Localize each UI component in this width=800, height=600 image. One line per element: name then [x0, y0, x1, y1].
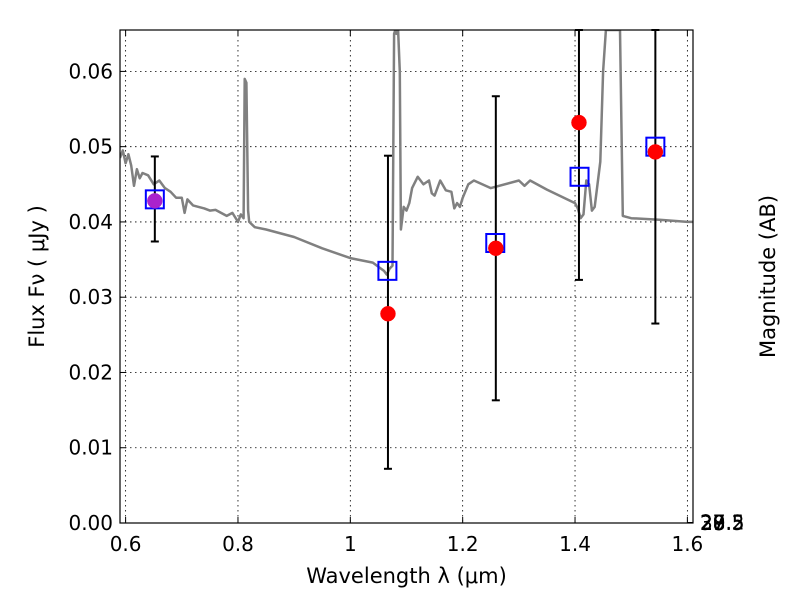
model-photometry-square: [377, 260, 398, 281]
right-tick-label: 28: [700, 511, 725, 535]
x-tick-label: 1.4: [559, 532, 591, 556]
spectrum-line: [120, 30, 693, 276]
x-tick-label: 1.2: [447, 532, 479, 556]
y-tick-label: 0.00: [68, 511, 113, 535]
y-axis-ticks: 0.00 0.01 0.02 0.03 0.04 0.05 0.06: [68, 59, 126, 535]
error-bars: [150, 29, 660, 470]
right-tick-label: 27.2: [700, 511, 745, 535]
y-axis-label: Flux Fν ( μJy ): [25, 205, 49, 348]
right-axis-label: Magnitude (AB): [756, 195, 780, 358]
y-tick-label: 0.04: [68, 210, 113, 234]
observed-point: [647, 144, 664, 160]
right-tick-label: 30: [700, 511, 725, 535]
grid-lines: [120, 30, 693, 524]
x-tick-label: 1: [344, 532, 357, 556]
model-photometry-square: [569, 166, 590, 187]
x-axis-label: Wavelength λ (μm): [306, 564, 507, 588]
right-tick-label: 29: [700, 511, 725, 535]
x-tick-label: 0.6: [110, 532, 142, 556]
y-tick-label: 0.06: [68, 59, 113, 83]
plot-frame: [119, 29, 694, 524]
observed-point: [571, 114, 587, 131]
spectrum-series: [120, 30, 693, 276]
observed-point: [147, 193, 163, 209]
right-tick-label: 27: [700, 511, 725, 535]
y-tick-label: 0.03: [68, 285, 113, 309]
x-axis-ticks: 0.6 0.8 1 1.2 1.4 1.6: [110, 30, 703, 556]
observed-point: [488, 240, 504, 257]
y-tick-label: 0.02: [68, 360, 113, 384]
y-tick-label: 0.05: [68, 135, 113, 159]
right-tick-label: 28.5: [700, 511, 745, 535]
right-tick-label: 27.5: [700, 511, 745, 535]
observed-series: [147, 114, 664, 322]
observed-point: [380, 306, 396, 322]
x-tick-label: 1.6: [671, 532, 703, 556]
x-tick-label: 0.8: [222, 532, 254, 556]
y-tick-label: 0.01: [68, 436, 113, 460]
